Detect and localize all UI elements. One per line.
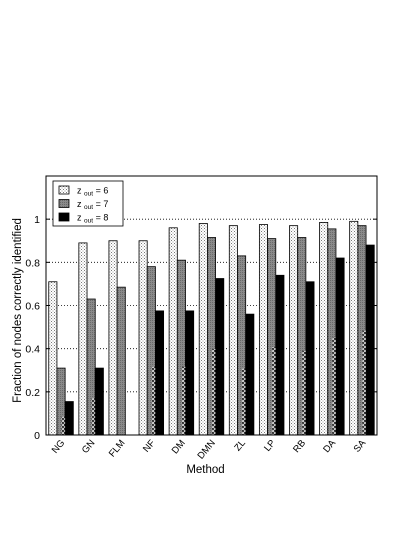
bar-DM-series-1 [168, 227, 178, 436]
bar-texture-DMN [211, 348, 216, 435]
legend-label-2: z out = 7 [77, 199, 108, 211]
y-axis-ticks: 0 0.2 0.4 0.6 0.8 1 [25, 214, 377, 442]
bar-texture-RB [302, 350, 306, 435]
bar-texture-ZL [242, 368, 246, 435]
bar-FLM-series-1 [108, 240, 118, 436]
bar-texture-SA [362, 330, 367, 435]
legend: z out = 6z out = 7 z out = 8 [52, 180, 124, 227]
bar-DA-series-1 [319, 222, 329, 436]
bar-DMN-series-1 [198, 223, 208, 436]
bar-texture-DM [181, 366, 186, 435]
legend-label-3: z out = 8 [77, 213, 108, 225]
y-tick-label: 0.6 [25, 301, 40, 313]
bar-NF-series-3 [155, 310, 165, 436]
x-tick-label: ZL [232, 438, 248, 454]
bar-DMN-series-3 [215, 278, 225, 436]
y-tick-label: 0.4 [25, 344, 40, 356]
bar-LP-series-3 [275, 274, 285, 436]
x-axis-label: Method [186, 464, 224, 476]
y-tick-label: 0.2 [25, 387, 40, 399]
x-tick-label: DMN [195, 438, 217, 462]
x-tick-label: DM [170, 438, 188, 456]
x-tick-label: DA [321, 437, 338, 455]
y-tick-label: 0.8 [25, 257, 40, 269]
y-tick-label: 1 [34, 214, 40, 226]
x-tick-label: RB [291, 438, 308, 455]
bar-NG-series-3 [64, 401, 74, 436]
bars [48, 220, 375, 436]
bar-NF-series-1 [138, 240, 148, 436]
x-tick-label: NG [50, 438, 68, 456]
x-tick-label: GN [80, 438, 98, 456]
bar-texture-NG [61, 416, 66, 435]
bar-RB-series-1 [289, 225, 299, 436]
x-tick-label: NF [141, 438, 158, 455]
legend-swatch-1 [58, 185, 70, 195]
bar-DA-series-3 [335, 257, 345, 436]
bar-ZL-series-3 [245, 313, 255, 436]
bar-texture-LP [272, 347, 276, 435]
bar-SA-series-1 [349, 220, 359, 436]
x-tick-label: FLM [107, 438, 128, 460]
y-axis-label: Fraction of nodes correctly identified [12, 218, 24, 403]
legend-label-1: z out = 6 [77, 186, 108, 198]
bar-LP-series-1 [258, 224, 268, 436]
x-tick-label: SA [352, 437, 369, 454]
bar-texture-DA [332, 337, 336, 435]
bar-GN-series-1 [78, 242, 88, 436]
bar-DM-series-3 [185, 310, 195, 436]
bar-texture-GN [91, 398, 96, 435]
bar-RB-series-3 [305, 281, 315, 436]
bar-FLM-series-2 [116, 286, 126, 436]
bar-NG-series-1 [48, 281, 58, 436]
bar-GN-series-3 [94, 367, 104, 436]
legend-swatch-2 [58, 199, 70, 208]
legend-swatch-3 [58, 212, 70, 222]
x-tick-label: LP [262, 438, 278, 454]
bar-texture-NF [151, 366, 156, 435]
x-axis-ticks: NG GN FLM NF DM DMN ZL LP RB DA SA [50, 437, 369, 461]
bar-ZL-series-1 [228, 225, 238, 436]
bar-SA-series-3 [365, 244, 375, 436]
y-tick-label: 0 [34, 430, 40, 442]
